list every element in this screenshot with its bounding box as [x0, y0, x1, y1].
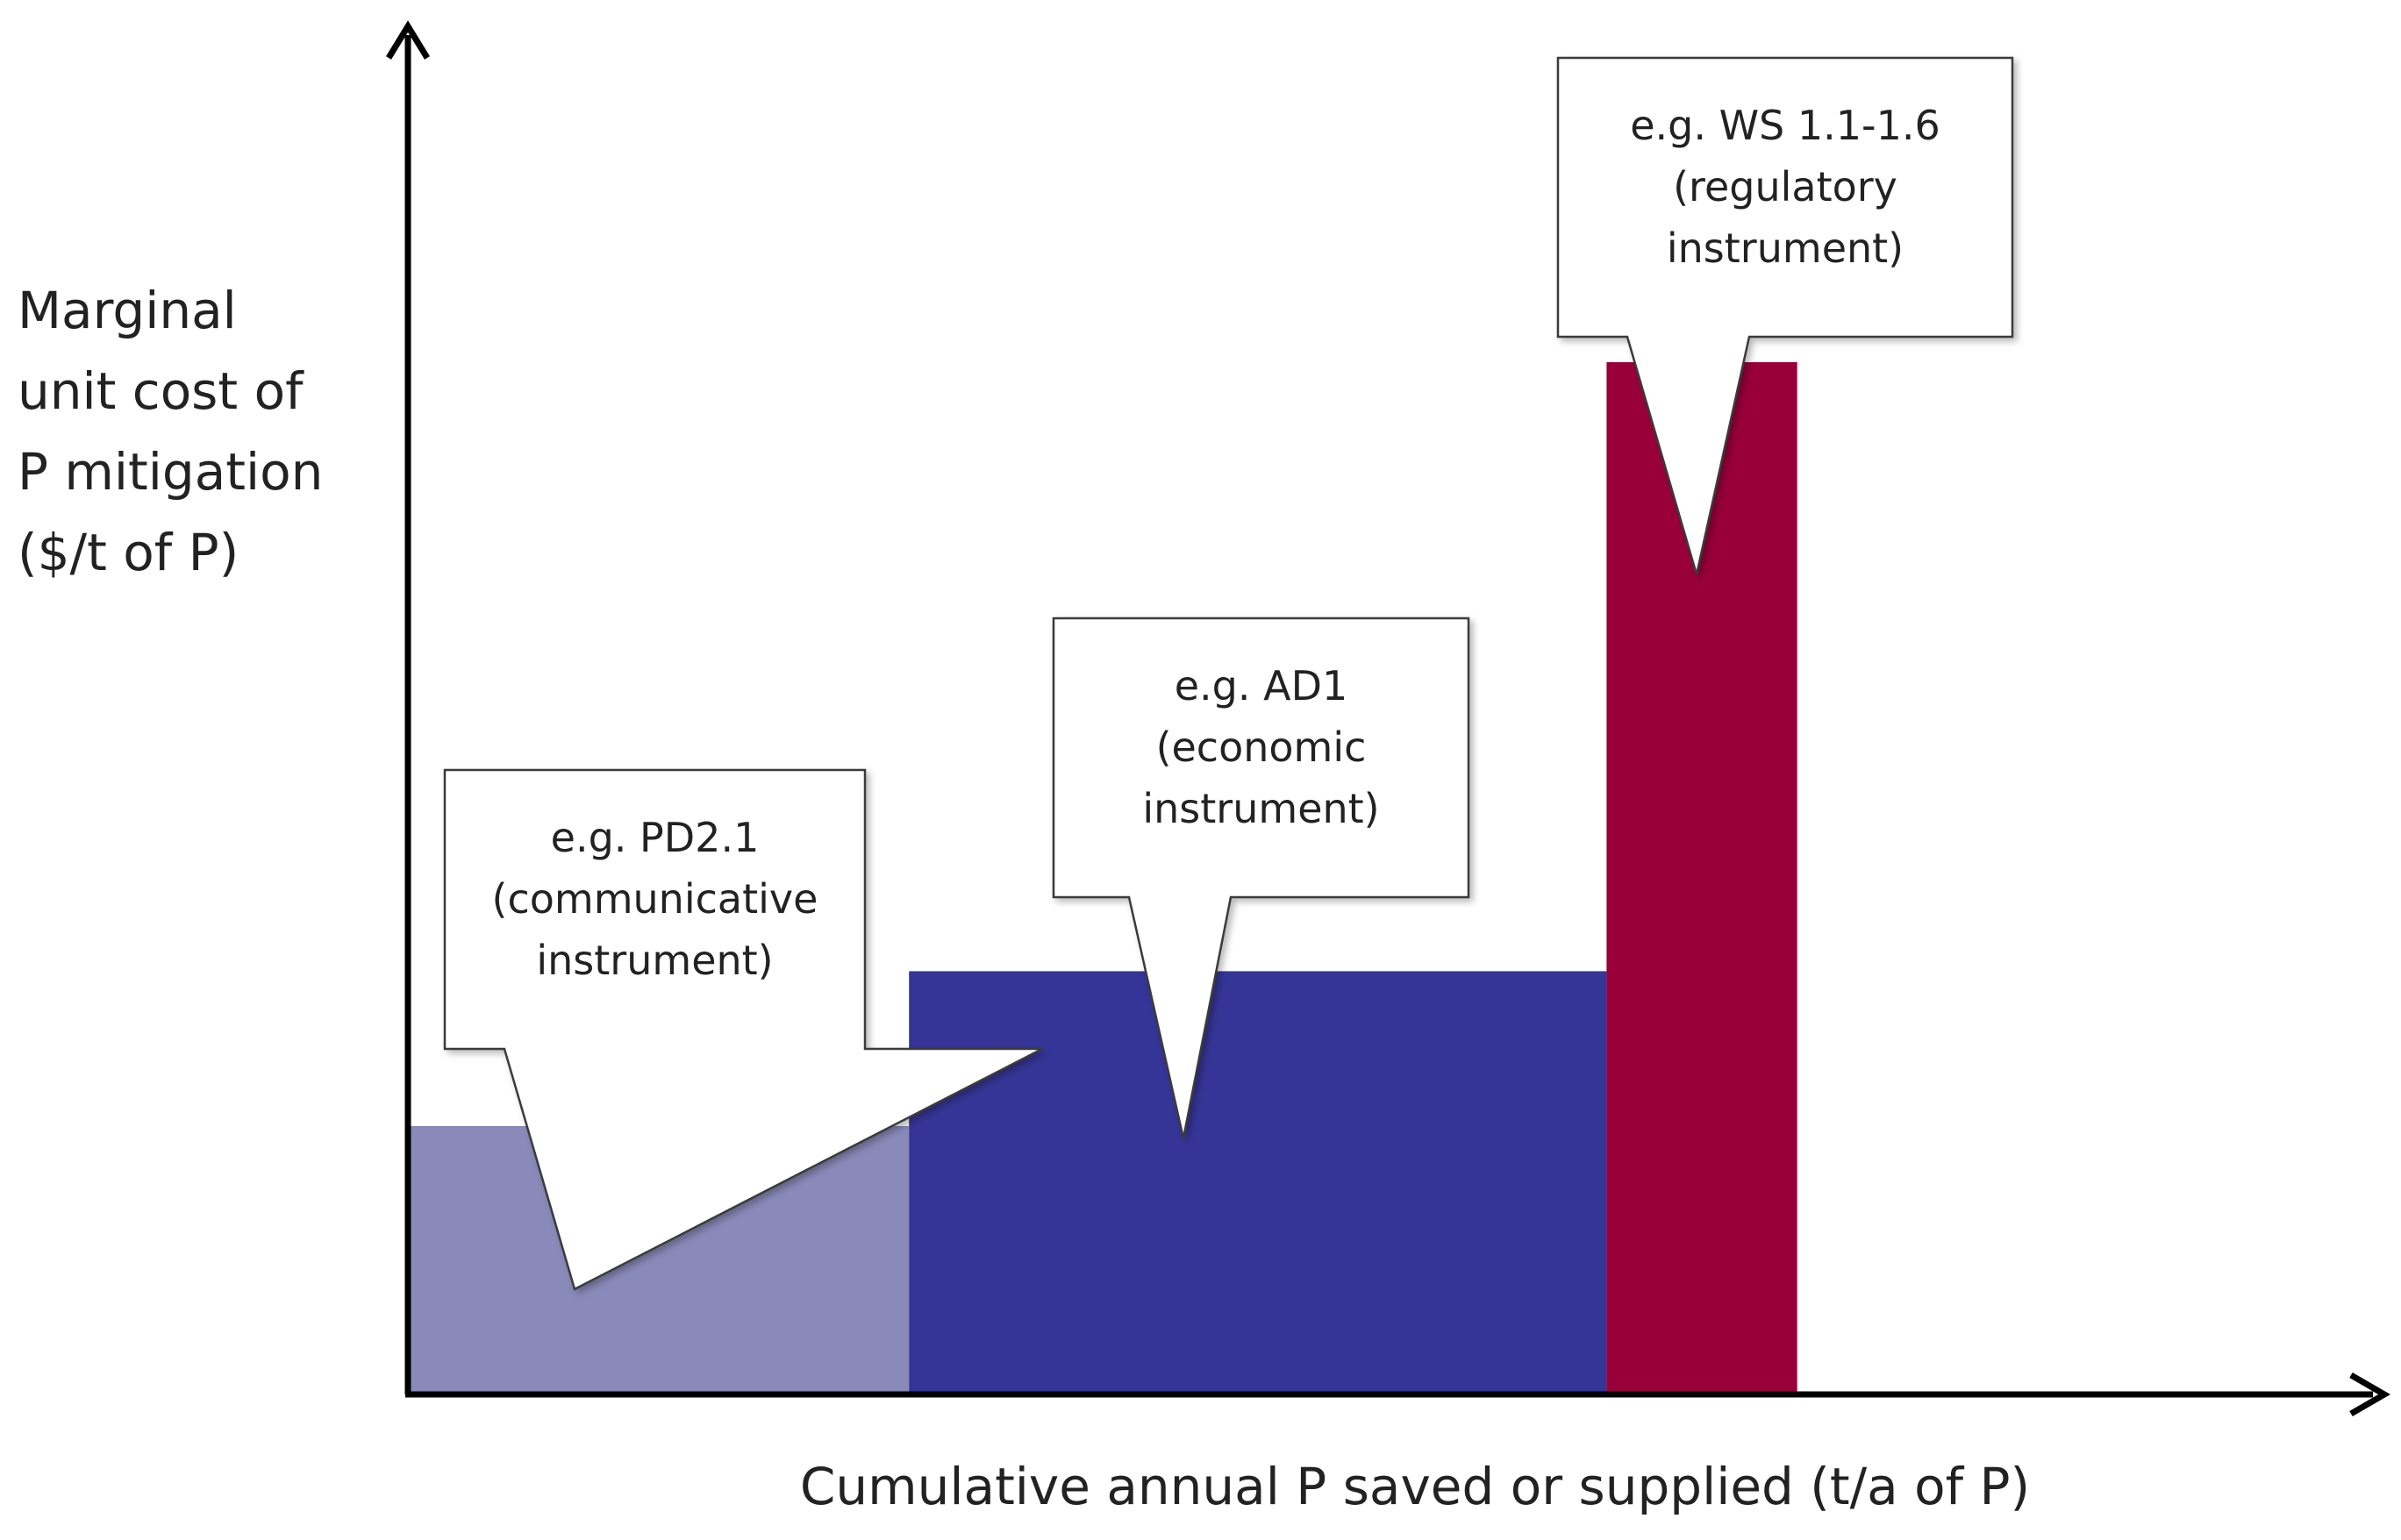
callout-text-communicative-3: instrument) — [536, 937, 773, 984]
callout-text-economic-1: e.g. AD1 — [1175, 662, 1348, 709]
y-axis-title-line-3: P mitigation — [18, 442, 323, 502]
x-axis-title: Cumulative annual P saved or supplied (t… — [800, 1457, 2030, 1516]
callout-shape-regulatory — [1556, 56, 2014, 575]
callout-text-communicative-1: e.g. PD2.1 — [551, 814, 760, 861]
callout-communicative: e.g. PD2.1 (communicative instrument) — [443, 768, 1043, 1291]
y-axis-title-line-2: unit cost of — [18, 361, 304, 421]
y-axis-title-line-1: Marginal — [18, 281, 237, 340]
bar-economic — [909, 971, 1607, 1394]
callout-text-economic-3: instrument) — [1142, 785, 1379, 832]
y-axis-title-line-4: ($/t of P) — [18, 523, 239, 582]
callout-text-regulatory-2: (regulatory — [1673, 163, 1897, 210]
callout-text-communicative-2: (communicative — [492, 875, 818, 923]
y-axis-title: Marginal unit cost of P mitigation ($/t … — [18, 281, 323, 582]
callout-regulatory: e.g. WS 1.1-1.6 (regulatory instrument) — [1556, 56, 2014, 575]
callout-text-economic-2: (economic — [1156, 724, 1367, 771]
callout-text-regulatory-3: instrument) — [1667, 225, 1904, 272]
x-axis-arrow-icon — [2349, 1372, 2390, 1417]
callouts-layer: e.g. PD2.1(communicativeinstrument)e.g. … — [443, 56, 2014, 1291]
callout-economic: e.g. AD1 (economic instrument) — [1052, 617, 1470, 1139]
callout-shape-economic — [1052, 617, 1470, 1139]
axes — [386, 20, 2390, 1417]
y-axis-arrow-icon — [386, 20, 430, 60]
callout-text-regulatory-1: e.g. WS 1.1-1.6 — [1630, 102, 1940, 149]
callout-shape-communicative — [443, 768, 1043, 1291]
